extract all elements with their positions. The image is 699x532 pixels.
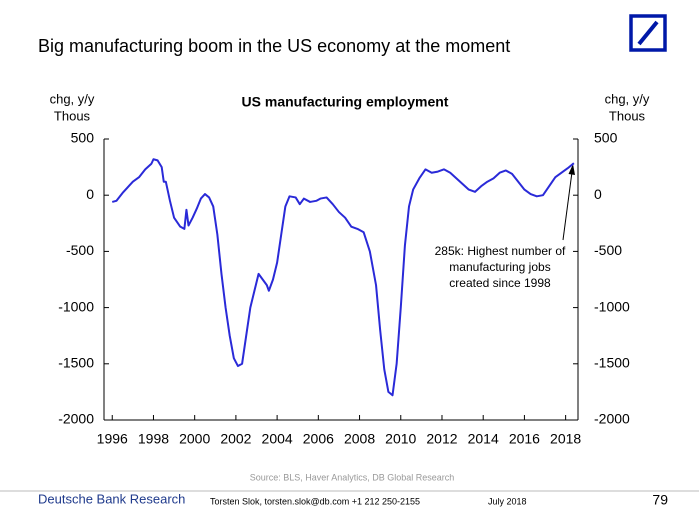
annotation: 285k: Highest number of <box>435 244 566 258</box>
y2-tick-label: 0 <box>594 186 602 202</box>
y2-axis-label: Thous <box>609 108 646 123</box>
y2-tick-label: -500 <box>594 242 622 258</box>
x-tick-label: 2002 <box>220 431 251 447</box>
footer-date: July 2018 <box>488 496 527 506</box>
x-tick-label: 1998 <box>138 431 169 447</box>
x-tick-label: 2004 <box>262 431 293 447</box>
y-axis-label: chg, y/y <box>50 91 95 106</box>
y-tick-label: -500 <box>66 242 94 258</box>
annotation: created since 1998 <box>449 276 551 290</box>
x-tick-label: 2014 <box>468 431 499 447</box>
y-tick-label: 0 <box>86 186 94 202</box>
y2-tick-label: 500 <box>594 130 618 146</box>
source: Source: BLS, Haver Analytics, DB Global … <box>250 472 455 482</box>
annotation: manufacturing jobs <box>449 260 550 274</box>
y2-tick-label: -1500 <box>594 355 630 371</box>
y-tick-label: -1500 <box>58 355 94 371</box>
annotation-arrow <box>562 164 575 241</box>
footer-brand: Deutsche Bank Research <box>38 491 185 506</box>
y-axis-label: Thous <box>54 108 91 123</box>
x-tick-label: 2008 <box>344 431 375 447</box>
x-tick-label: 2006 <box>303 431 334 447</box>
y-tick-label: -2000 <box>58 411 94 427</box>
x-tick-label: 1996 <box>97 431 128 447</box>
y-tick-label: -1000 <box>58 298 94 314</box>
x-tick-label: 2010 <box>385 431 416 447</box>
chart-title: US manufacturing employment <box>242 94 449 110</box>
y2-tick-label: -2000 <box>594 411 630 427</box>
x-tick-label: 2000 <box>179 431 210 447</box>
line-series <box>111 158 575 397</box>
x-tick-label: 2016 <box>509 431 540 447</box>
x-tick-label: 2018 <box>550 431 581 447</box>
footer-contact: Torsten Slok, torsten.slok@db.com +1 212… <box>210 496 420 506</box>
x-tick-label: 2012 <box>426 431 457 447</box>
y-tick-label: 500 <box>71 130 95 146</box>
y2-tick-label: -1000 <box>594 298 630 314</box>
page-number: 79 <box>652 492 668 508</box>
slide-title: Big manufacturing boom in the US economy… <box>38 36 510 56</box>
logo <box>629 14 667 52</box>
y2-axis-label: chg, y/y <box>605 91 650 106</box>
